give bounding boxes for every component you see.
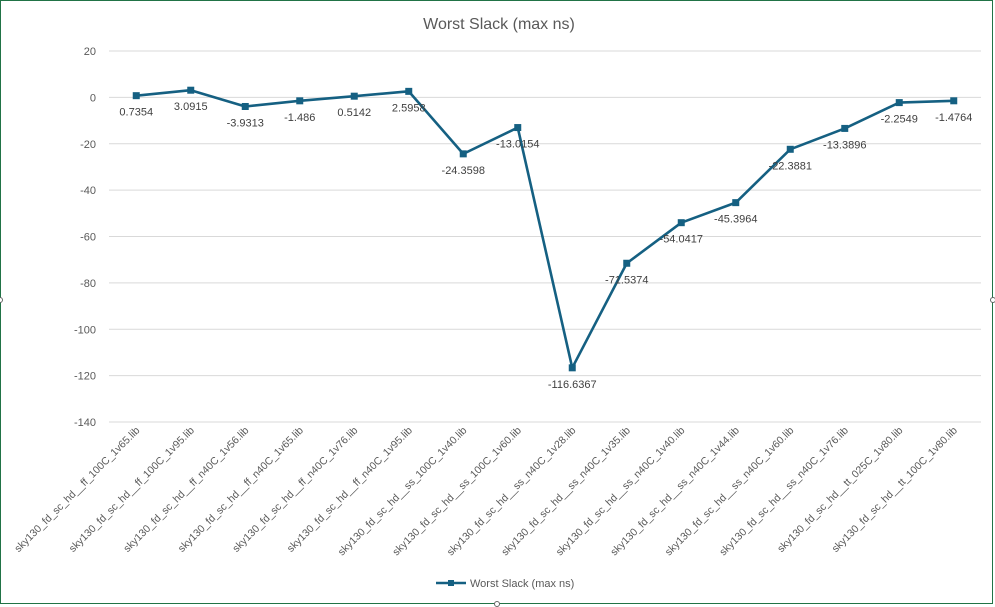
x-tick-label: sky130_fd_sc_hd__tt_100C_1v80.lib [830, 425, 960, 555]
y-tick-label: 20 [84, 46, 96, 58]
legend-label: Worst Slack (max ns) [470, 578, 574, 590]
data-point[interactable] [459, 150, 467, 158]
data-label: -22.3881 [769, 160, 812, 172]
data-label: 0.7354 [119, 107, 153, 119]
x-axis-ticks: sky130_fd_sc_hd__ff_100C_1v65.libsky130_… [12, 425, 960, 559]
data-label: 0.5142 [337, 107, 371, 119]
data-point[interactable] [623, 259, 631, 267]
data-point[interactable] [514, 124, 522, 132]
y-tick-label: -80 [80, 278, 96, 290]
legend[interactable]: Worst Slack (max ns) [436, 578, 574, 590]
data-point[interactable] [296, 97, 304, 105]
resize-handle-right[interactable] [990, 297, 995, 303]
data-point[interactable] [132, 92, 140, 100]
y-axis-ticks: 20 0 -20 -40 -60 -80 -100 -120 -140 [74, 46, 96, 429]
data-label: -54.0417 [660, 234, 703, 246]
data-point[interactable] [732, 199, 740, 207]
y-tick-label: 0 [90, 92, 96, 104]
data-label: -1.486 [284, 112, 315, 124]
y-tick-label: -60 [80, 232, 96, 244]
y-tick-label: -40 [80, 185, 96, 197]
y-tick-label: -20 [80, 139, 96, 151]
series-line [136, 88, 954, 370]
data-label: -1.4764 [935, 112, 972, 124]
y-tick-label: -140 [74, 417, 96, 429]
data-labels: 0.7354 3.0915 -3.9313 -1.486 0.5142 2.5958 -24… [119, 101, 972, 391]
data-point[interactable] [568, 364, 576, 372]
gridlines [109, 50, 981, 423]
data-point[interactable] [950, 97, 958, 105]
series-worst-slack [132, 86, 958, 372]
data-point[interactable] [405, 87, 413, 95]
data-point[interactable] [677, 219, 685, 227]
data-label: 2.5958 [392, 102, 426, 114]
y-tick-label: -120 [74, 371, 96, 383]
data-label: -71.5374 [605, 274, 648, 286]
data-label: -13.3896 [823, 139, 866, 151]
data-point[interactable] [187, 86, 195, 94]
data-label: 3.0915 [174, 101, 208, 113]
data-label: -13.0154 [496, 139, 539, 151]
resize-handle-bottom[interactable] [494, 601, 500, 607]
data-label: -2.2549 [881, 114, 918, 126]
data-label: -3.9313 [227, 117, 264, 129]
resize-handle-left[interactable] [0, 297, 3, 303]
data-label: -24.3598 [442, 165, 485, 177]
legend-marker-swatch [448, 580, 454, 586]
data-point[interactable] [841, 124, 849, 132]
data-label: -116.6367 [548, 379, 597, 391]
data-point[interactable] [895, 99, 903, 107]
y-tick-label: -100 [74, 324, 96, 336]
chart-title: Worst Slack (max ns) [423, 16, 575, 33]
data-point[interactable] [350, 92, 358, 100]
data-point[interactable] [786, 145, 794, 153]
data-point[interactable] [241, 102, 249, 110]
data-label: -45.3964 [714, 214, 757, 226]
